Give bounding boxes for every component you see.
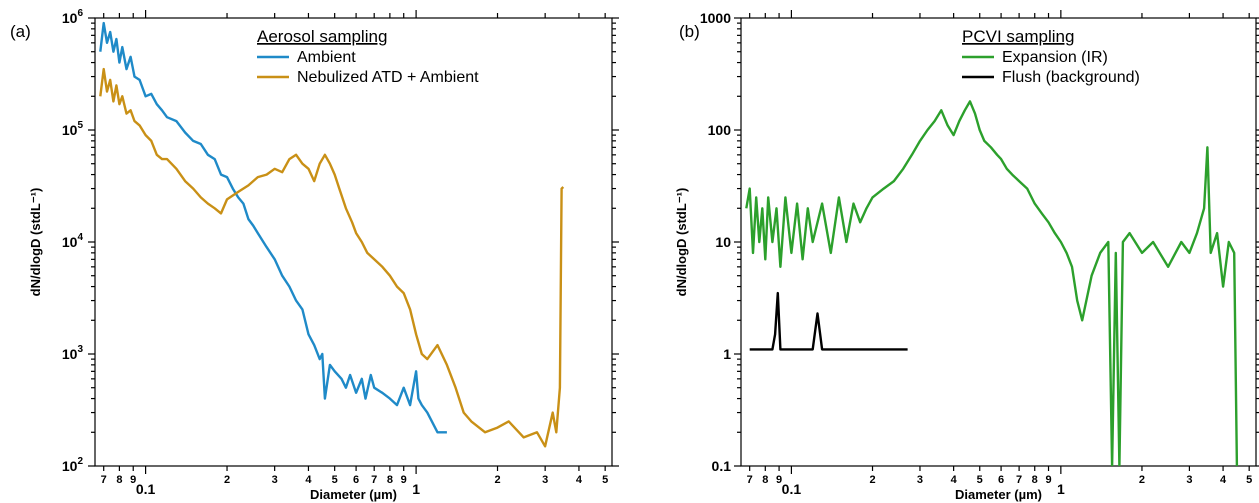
legend-entry: Nebulized ATD + Ambient <box>297 69 479 86</box>
legend-title: PCVI sampling <box>962 27 1074 46</box>
series-1 <box>99 67 565 448</box>
y-tick-label: 102 <box>62 456 84 474</box>
y-tick-base: 10 <box>62 346 78 362</box>
x-minor-tick-label: 3 <box>542 474 548 486</box>
legend-entry: Ambient <box>297 49 356 66</box>
series-line <box>99 67 565 448</box>
y-tick-base: 10 <box>62 234 78 250</box>
x-minor-tick-label: 8 <box>762 474 768 486</box>
y-tick-exponent: 6 <box>77 8 83 19</box>
y-tick-exponent: 2 <box>77 456 83 467</box>
x-major-tick-label: 0.1 <box>136 481 156 497</box>
series-0 <box>745 100 1239 466</box>
y-axis-title: dN/dlogD (stdL⁻¹) <box>674 188 689 297</box>
y-tick-label: 0.1 <box>712 458 732 474</box>
x-minor-tick-label: 7 <box>1016 474 1022 486</box>
x-minor-tick-label: 2 <box>1139 474 1145 486</box>
x-minor-tick-label: 4 <box>305 474 312 486</box>
y-tick-label: 1000 <box>700 10 731 26</box>
legend-entry: Expansion (IR) <box>1002 49 1108 66</box>
x-minor-tick-label: 4 <box>1220 474 1227 486</box>
x-minor-tick-label: 3 <box>917 474 923 486</box>
x-minor-tick-label: 9 <box>1045 474 1051 486</box>
x-axis-title: Diameter (µm) <box>955 487 1042 502</box>
x-minor-tick-label: 6 <box>998 474 1004 486</box>
x-minor-tick-label: 9 <box>130 474 136 486</box>
y-tick-exponent: 3 <box>77 344 83 355</box>
x-minor-tick-label: 5 <box>602 474 608 486</box>
y-tick-label: 106 <box>62 8 84 26</box>
y-tick-exponent: 4 <box>77 232 83 243</box>
x-minor-tick-label: 5 <box>332 474 338 486</box>
x-minor-tick-label: 8 <box>387 474 393 486</box>
y-tick-label: 104 <box>62 232 84 250</box>
plot-frame <box>740 17 1257 467</box>
x-major-tick-label: 1 <box>412 481 420 497</box>
x-minor-tick-label: 3 <box>272 474 278 486</box>
panel-label: (b) <box>679 22 700 41</box>
y-tick-label: 105 <box>62 120 84 138</box>
x-minor-tick-label: 9 <box>776 474 782 486</box>
legend-entry: Flush (background) <box>1002 69 1140 86</box>
x-minor-tick-label: 5 <box>977 474 983 486</box>
y-tick-label: 10 <box>715 234 731 250</box>
y-tick-label: 103 <box>62 344 84 362</box>
x-minor-tick-label: 2 <box>494 474 500 486</box>
x-minor-tick-label: 3 <box>1186 474 1192 486</box>
y-axis-title: dN/dlogD (stdL⁻¹) <box>28 188 43 297</box>
x-axis-title: Diameter (µm) <box>310 487 397 502</box>
y-tick-base: 10 <box>62 10 78 26</box>
x-minor-tick-label: 7 <box>747 474 753 486</box>
y-tick-exponent: 5 <box>77 120 83 131</box>
series-1 <box>749 291 908 351</box>
legend-title: Aerosol sampling <box>257 27 387 46</box>
y-tick-base: 10 <box>62 458 78 474</box>
x-minor-tick-label: 9 <box>401 474 407 486</box>
x-minor-tick-label: 8 <box>116 474 122 486</box>
x-minor-tick-label: 6 <box>353 474 359 486</box>
y-tick-label: 100 <box>708 122 732 138</box>
x-minor-tick-label: 4 <box>576 474 583 486</box>
x-major-tick-label: 0.1 <box>782 481 802 497</box>
x-minor-tick-label: 2 <box>869 474 875 486</box>
y-tick-label: 1 <box>723 346 731 362</box>
x-minor-tick-label: 5 <box>1246 474 1252 486</box>
x-minor-tick-label: 4 <box>951 474 958 486</box>
x-minor-tick-label: 7 <box>101 474 107 486</box>
series-0 <box>99 21 447 434</box>
y-tick-base: 10 <box>62 122 78 138</box>
x-minor-tick-label: 2 <box>224 474 230 486</box>
x-minor-tick-label: 8 <box>1032 474 1038 486</box>
x-major-tick-label: 1 <box>1057 481 1065 497</box>
series-line <box>745 100 1239 466</box>
x-minor-tick-label: 7 <box>371 474 377 486</box>
series-line <box>749 291 908 351</box>
panel-label: (a) <box>10 22 31 41</box>
